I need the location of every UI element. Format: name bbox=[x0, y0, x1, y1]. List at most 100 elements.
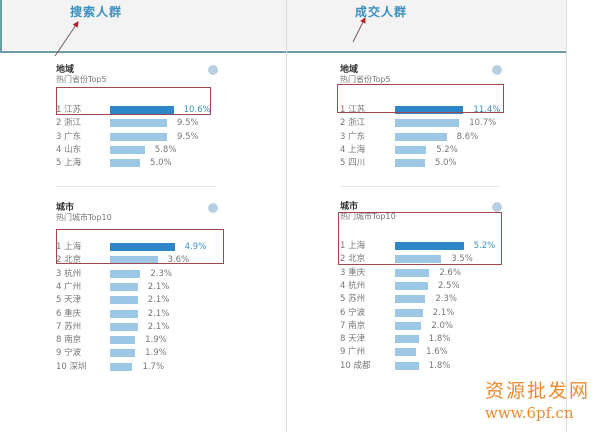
rank-label: 10 深圳 bbox=[56, 361, 87, 373]
region-section-subtitle: 热门省份Top5 bbox=[56, 75, 107, 84]
rank-number: 6 bbox=[56, 308, 65, 319]
bar bbox=[395, 132, 447, 141]
list-item: 6 宁波 2.1% bbox=[340, 307, 510, 319]
rank-label: 4 上海 bbox=[340, 144, 365, 156]
panel-separator bbox=[286, 0, 287, 432]
highlight-box bbox=[56, 229, 224, 264]
arrow-icon bbox=[54, 21, 79, 57]
percent-value: 8.6% bbox=[456, 131, 479, 142]
location-name: 四川 bbox=[348, 158, 366, 169]
help-icon[interactable] bbox=[492, 65, 502, 75]
rank-label: 1 上海 bbox=[56, 241, 81, 253]
percent-value: 3.6% bbox=[167, 255, 190, 266]
bar bbox=[110, 362, 133, 371]
help-icon[interactable] bbox=[492, 202, 502, 212]
rank-label: 1 江苏 bbox=[340, 104, 365, 116]
rank-number: 2 bbox=[56, 255, 65, 266]
location-name: 广东 bbox=[348, 131, 366, 142]
rank-number: 5 bbox=[56, 158, 65, 169]
percent-value: 2.3% bbox=[435, 294, 457, 305]
rank-label: 3 杭州 bbox=[56, 268, 81, 280]
bar bbox=[395, 308, 423, 317]
list-item: 5 上海 5.0% bbox=[56, 157, 226, 169]
list-item: 6 重庆 2.1% bbox=[56, 308, 226, 320]
search-audience-title[interactable]: 搜索人群 bbox=[70, 5, 123, 19]
bar bbox=[110, 309, 138, 318]
rank-number: 10 bbox=[56, 361, 70, 372]
location-name: 天津 bbox=[64, 295, 82, 306]
bar bbox=[110, 119, 167, 128]
location-name: 苏州 bbox=[348, 294, 366, 305]
bar bbox=[395, 281, 428, 290]
section-divider bbox=[340, 186, 500, 187]
rank-number: 8 bbox=[340, 334, 349, 345]
percent-value: 10.6% bbox=[183, 105, 211, 115]
location-name: 上海 bbox=[348, 144, 366, 155]
percent-value: 9.5% bbox=[177, 131, 199, 142]
location-name: 杭州 bbox=[348, 280, 366, 291]
bar bbox=[110, 132, 167, 141]
help-icon[interactable] bbox=[208, 203, 218, 213]
list-item: 5 天津 2.1% bbox=[56, 294, 226, 306]
rank-number: 5 bbox=[340, 294, 349, 305]
rank-label: 8 南京 bbox=[56, 334, 81, 346]
list-item: 7 南京 2.0% bbox=[340, 320, 510, 332]
rank-number: 5 bbox=[340, 158, 349, 169]
bar bbox=[395, 295, 426, 304]
percent-value: 9.5% bbox=[177, 118, 199, 129]
list-item: 4 山东 5.8% bbox=[56, 144, 226, 156]
location-name: 上海 bbox=[348, 241, 366, 251]
location-name: 北京 bbox=[348, 254, 366, 265]
percent-value: 1.8% bbox=[428, 360, 451, 371]
rank-label: 4 广州 bbox=[56, 281, 81, 293]
rank-label: 1 上海 bbox=[340, 240, 365, 252]
rank-label: 2 北京 bbox=[56, 254, 81, 266]
location-name: 宁波 bbox=[348, 307, 366, 318]
rank-label: 7 苏州 bbox=[56, 321, 81, 333]
location-name: 南京 bbox=[348, 320, 366, 331]
rank-number: 7 bbox=[340, 320, 349, 331]
percent-value: 5.0% bbox=[150, 158, 172, 169]
bar bbox=[110, 282, 138, 291]
rank-label: 5 苏州 bbox=[340, 293, 365, 305]
bar bbox=[395, 335, 419, 344]
list-item: 3 广东 8.6% bbox=[340, 131, 510, 143]
rank-label: 4 杭州 bbox=[340, 280, 365, 292]
location-name: 重庆 bbox=[64, 308, 82, 319]
bar bbox=[395, 106, 464, 114]
rank-label: 5 天津 bbox=[56, 294, 81, 306]
bar bbox=[395, 361, 419, 370]
rank-label: 2 浙江 bbox=[340, 117, 365, 129]
rank-number: 4 bbox=[56, 144, 65, 155]
percent-value: 11.4% bbox=[473, 105, 501, 115]
rank-label: 8 天津 bbox=[340, 333, 365, 345]
deal-audience-title[interactable]: 成交人群 bbox=[355, 5, 408, 19]
rank-number: 1 bbox=[340, 241, 349, 251]
region-section-title: 地域 bbox=[56, 65, 75, 75]
rank-number: 3 bbox=[340, 267, 349, 278]
bar bbox=[395, 242, 464, 250]
rank-label: 9 宁波 bbox=[56, 347, 81, 359]
help-icon[interactable] bbox=[208, 65, 218, 75]
list-item: 1 江苏 10.6% bbox=[56, 104, 226, 116]
highlight-box bbox=[338, 212, 502, 265]
location-name: 浙江 bbox=[64, 118, 82, 129]
rank-number: 1 bbox=[56, 242, 65, 252]
rank-label: 3 广东 bbox=[340, 131, 365, 143]
list-item: 3 重庆 2.6% bbox=[340, 267, 510, 279]
bar bbox=[395, 145, 427, 154]
rank-number: 9 bbox=[340, 347, 349, 358]
location-name: 南京 bbox=[64, 335, 82, 346]
rank-label: 6 重庆 bbox=[56, 308, 81, 320]
rank-number: 9 bbox=[56, 348, 65, 359]
rank-number: 4 bbox=[340, 280, 349, 291]
bar bbox=[110, 269, 141, 278]
percent-value: 2.1% bbox=[147, 295, 170, 306]
location-name: 江苏 bbox=[64, 105, 82, 115]
deal-panel-header bbox=[287, 0, 567, 50]
bar bbox=[395, 255, 442, 264]
rank-number: 10 bbox=[340, 360, 354, 371]
rank-number: 3 bbox=[340, 131, 349, 142]
rank-number: 3 bbox=[56, 268, 65, 279]
